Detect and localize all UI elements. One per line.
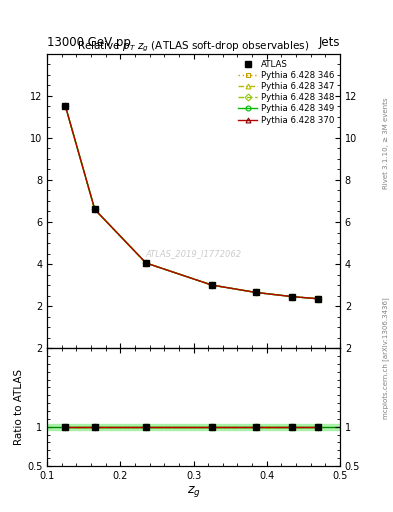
- Pythia 6.428 370: [92, 206, 97, 212]
- Y-axis label: Ratio to ATLAS: Ratio to ATLAS: [14, 369, 24, 445]
- Pythia 6.428 349: [209, 282, 214, 288]
- ATLAS: [316, 295, 320, 302]
- Bar: [47, 423, 340, 430]
- Pythia 6.428 349: [143, 260, 148, 266]
- ATLAS: [209, 282, 214, 288]
- Pythia 6.428 347: [209, 282, 214, 288]
- Pythia 6.428 347: [290, 293, 295, 300]
- ATLAS: [290, 293, 295, 300]
- Pythia 6.428 349: [253, 289, 258, 295]
- Line: Pythia 6.428 346: Pythia 6.428 346: [63, 104, 320, 301]
- Legend: ATLAS, Pythia 6.428 346, Pythia 6.428 347, Pythia 6.428 348, Pythia 6.428 349, P: ATLAS, Pythia 6.428 346, Pythia 6.428 34…: [237, 58, 336, 126]
- Line: Pythia 6.428 348: Pythia 6.428 348: [63, 104, 320, 301]
- Pythia 6.428 348: [253, 289, 258, 295]
- Pythia 6.428 348: [290, 293, 295, 300]
- ATLAS: [143, 260, 148, 266]
- ATLAS: [92, 206, 97, 212]
- Text: mcplots.cern.ch [arXiv:1306.3436]: mcplots.cern.ch [arXiv:1306.3436]: [382, 297, 389, 419]
- Pythia 6.428 349: [63, 103, 68, 110]
- Pythia 6.428 348: [209, 282, 214, 288]
- Text: ATLAS_2019_I1772062: ATLAS_2019_I1772062: [145, 249, 242, 259]
- Pythia 6.428 370: [316, 295, 320, 302]
- Pythia 6.428 370: [143, 260, 148, 266]
- Line: Pythia 6.428 349: Pythia 6.428 349: [63, 104, 320, 301]
- Pythia 6.428 349: [92, 206, 97, 212]
- Line: Pythia 6.428 347: Pythia 6.428 347: [63, 104, 320, 301]
- Pythia 6.428 346: [209, 282, 214, 288]
- X-axis label: $z_g$: $z_g$: [187, 483, 200, 499]
- Pythia 6.428 346: [63, 103, 68, 110]
- ATLAS: [63, 103, 68, 110]
- Pythia 6.428 348: [92, 206, 97, 212]
- Pythia 6.428 348: [316, 295, 320, 302]
- Pythia 6.428 348: [63, 103, 68, 110]
- Pythia 6.428 347: [143, 260, 148, 266]
- Pythia 6.428 347: [92, 206, 97, 212]
- Pythia 6.428 348: [143, 260, 148, 266]
- Pythia 6.428 346: [290, 293, 295, 300]
- Pythia 6.428 347: [253, 289, 258, 295]
- Pythia 6.428 346: [253, 289, 258, 295]
- Text: 13000 GeV pp: 13000 GeV pp: [47, 36, 131, 49]
- Text: Rivet 3.1.10, ≥ 3M events: Rivet 3.1.10, ≥ 3M events: [383, 98, 389, 189]
- ATLAS: [253, 289, 258, 295]
- Pythia 6.428 346: [143, 260, 148, 266]
- Pythia 6.428 349: [316, 295, 320, 302]
- Title: Relative $p_T$ $z_g$ (ATLAS soft-drop observables): Relative $p_T$ $z_g$ (ATLAS soft-drop ob…: [77, 39, 310, 54]
- Pythia 6.428 370: [63, 103, 68, 110]
- Pythia 6.428 370: [209, 282, 214, 288]
- Line: ATLAS: ATLAS: [62, 103, 321, 302]
- Text: Jets: Jets: [318, 36, 340, 49]
- Pythia 6.428 346: [316, 295, 320, 302]
- Pythia 6.428 370: [253, 289, 258, 295]
- Pythia 6.428 349: [290, 293, 295, 300]
- Pythia 6.428 347: [316, 295, 320, 302]
- Pythia 6.428 347: [63, 103, 68, 110]
- Line: Pythia 6.428 370: Pythia 6.428 370: [63, 104, 320, 301]
- Pythia 6.428 346: [92, 206, 97, 212]
- Pythia 6.428 370: [290, 293, 295, 300]
